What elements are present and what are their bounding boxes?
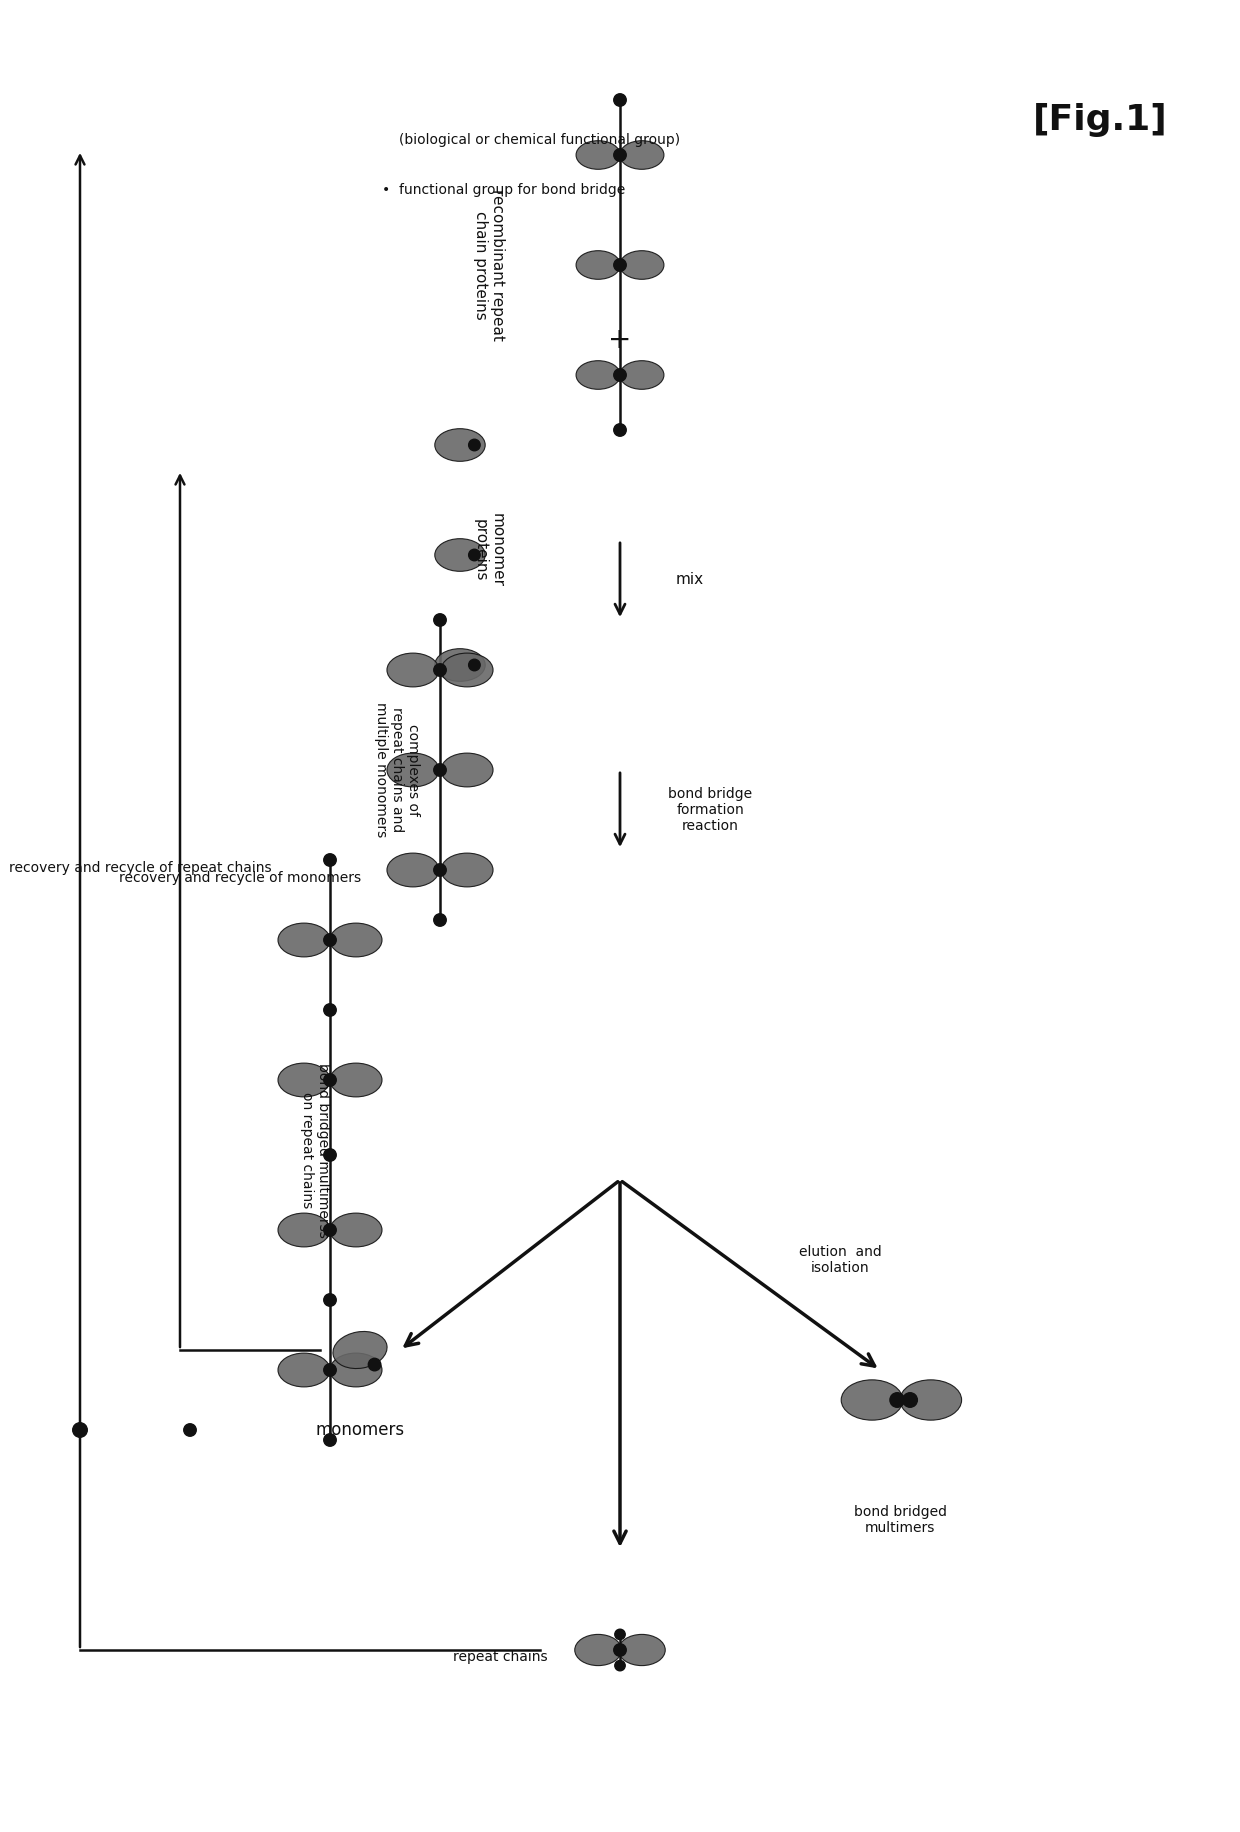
Ellipse shape xyxy=(332,1332,387,1369)
Ellipse shape xyxy=(278,1354,330,1387)
Ellipse shape xyxy=(278,923,330,956)
Circle shape xyxy=(469,660,480,671)
Circle shape xyxy=(434,663,446,676)
Text: [Fig.1]: [Fig.1] xyxy=(1033,103,1167,137)
Ellipse shape xyxy=(330,1063,382,1097)
Circle shape xyxy=(614,258,626,271)
Ellipse shape xyxy=(620,361,663,388)
Text: elution  and
isolation: elution and isolation xyxy=(799,1246,882,1275)
Ellipse shape xyxy=(278,1213,330,1248)
Circle shape xyxy=(434,914,446,927)
Text: bond bridged
multimers: bond bridged multimers xyxy=(853,1504,946,1535)
Circle shape xyxy=(469,550,480,561)
Ellipse shape xyxy=(441,652,494,687)
Circle shape xyxy=(324,1004,336,1017)
Circle shape xyxy=(615,1629,625,1640)
Circle shape xyxy=(324,1224,336,1237)
Circle shape xyxy=(324,934,336,947)
Circle shape xyxy=(614,423,626,436)
Circle shape xyxy=(73,1423,87,1438)
Circle shape xyxy=(324,854,336,867)
Circle shape xyxy=(434,764,446,777)
Ellipse shape xyxy=(387,753,439,788)
Circle shape xyxy=(614,1643,626,1656)
Circle shape xyxy=(903,1392,918,1407)
Ellipse shape xyxy=(330,923,382,956)
Ellipse shape xyxy=(435,649,485,682)
Text: bond bridged multimerss
on repeat chains: bond bridged multimerss on repeat chains xyxy=(300,1063,330,1237)
Text: monomers: monomers xyxy=(315,1422,404,1438)
Circle shape xyxy=(614,148,626,161)
Circle shape xyxy=(324,1074,336,1086)
Circle shape xyxy=(324,1363,336,1376)
Text: (biological or chemical functional group): (biological or chemical functional group… xyxy=(377,134,680,147)
Text: recovery and recycle of repeat chains: recovery and recycle of repeat chains xyxy=(9,861,272,876)
Text: recovery and recycle of monomers: recovery and recycle of monomers xyxy=(119,870,361,885)
Circle shape xyxy=(434,614,446,627)
Text: recombinant repeat
chain proteins: recombinant repeat chain proteins xyxy=(472,189,505,341)
Circle shape xyxy=(368,1358,381,1370)
Text: complexes of
repeat chains and
multiple monomers: complexes of repeat chains and multiple … xyxy=(373,702,420,837)
Text: monomer
proteins: monomer proteins xyxy=(472,513,505,586)
Circle shape xyxy=(184,1423,196,1436)
Ellipse shape xyxy=(577,141,620,169)
Circle shape xyxy=(324,1434,336,1445)
Ellipse shape xyxy=(278,1063,330,1097)
Ellipse shape xyxy=(577,361,620,388)
Circle shape xyxy=(614,368,626,381)
Circle shape xyxy=(614,93,626,106)
Ellipse shape xyxy=(330,1213,382,1248)
Circle shape xyxy=(324,1293,336,1306)
Ellipse shape xyxy=(435,429,485,462)
Circle shape xyxy=(434,863,446,876)
Circle shape xyxy=(469,440,480,451)
Ellipse shape xyxy=(577,251,620,278)
Circle shape xyxy=(615,1660,625,1671)
Text: repeat chains: repeat chains xyxy=(453,1651,547,1663)
Ellipse shape xyxy=(620,251,663,278)
Text: •  functional group for bond bridge: • functional group for bond bridge xyxy=(382,183,625,198)
Ellipse shape xyxy=(841,1379,903,1420)
Text: +: + xyxy=(609,326,631,354)
Ellipse shape xyxy=(619,1634,665,1665)
Circle shape xyxy=(890,1392,904,1407)
Ellipse shape xyxy=(435,539,485,572)
Ellipse shape xyxy=(575,1634,621,1665)
Ellipse shape xyxy=(387,652,439,687)
Text: bond bridge
formation
reaction: bond bridge formation reaction xyxy=(668,786,753,834)
Ellipse shape xyxy=(330,1354,382,1387)
Ellipse shape xyxy=(620,141,663,169)
Circle shape xyxy=(324,1149,336,1161)
Text: mix: mix xyxy=(676,572,704,588)
Ellipse shape xyxy=(441,753,494,788)
Ellipse shape xyxy=(441,854,494,887)
Ellipse shape xyxy=(387,854,439,887)
Ellipse shape xyxy=(900,1379,961,1420)
